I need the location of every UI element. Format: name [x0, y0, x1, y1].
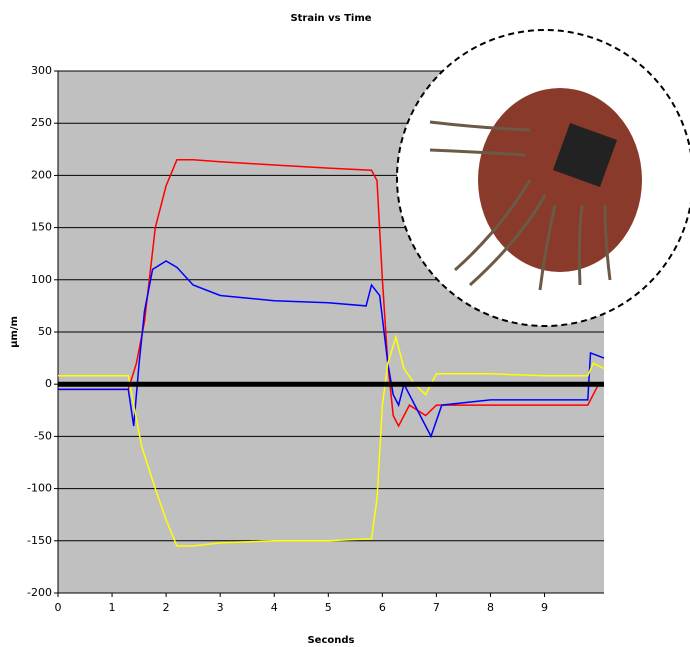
x-tick-label: 7	[433, 601, 440, 614]
y-tick-label: 200	[31, 168, 52, 181]
x-tick-label: 6	[379, 601, 386, 614]
y-tick-label: -100	[27, 482, 52, 495]
x-tick-label: 9	[541, 601, 548, 614]
y-tick-label: 50	[38, 325, 52, 338]
chart-title: Strain vs Time	[290, 13, 371, 24]
y-tick-label: -150	[27, 534, 52, 547]
y-tick-label: -200	[27, 586, 52, 599]
y-tick-label: -50	[34, 429, 52, 442]
x-tick-label: 8	[487, 601, 494, 614]
x-tick-label: 4	[271, 601, 278, 614]
x-axis-label: Seconds	[307, 635, 354, 646]
y-axis-label: µm/m	[9, 316, 20, 348]
sensor-photo	[397, 30, 690, 326]
sensor-disk	[478, 88, 642, 272]
y-tick-label: 0	[45, 377, 52, 390]
x-tick-label: 0	[55, 601, 62, 614]
chart: Strain vs Time Seconds µm/m -200 -150 -100…	[0, 0, 690, 647]
x-tick-label: 1	[109, 601, 116, 614]
x-tick-label: 3	[217, 601, 224, 614]
y-tick-label: 100	[31, 273, 52, 286]
page: Strain vs Time Seconds µm/m -200 -150 -100…	[0, 0, 690, 647]
x-tick-label: 2	[163, 601, 170, 614]
x-tick-label: 5	[325, 601, 332, 614]
y-tick-label: 300	[31, 64, 52, 77]
y-tick-label: 250	[31, 116, 52, 129]
y-tick-label: 150	[31, 221, 52, 234]
